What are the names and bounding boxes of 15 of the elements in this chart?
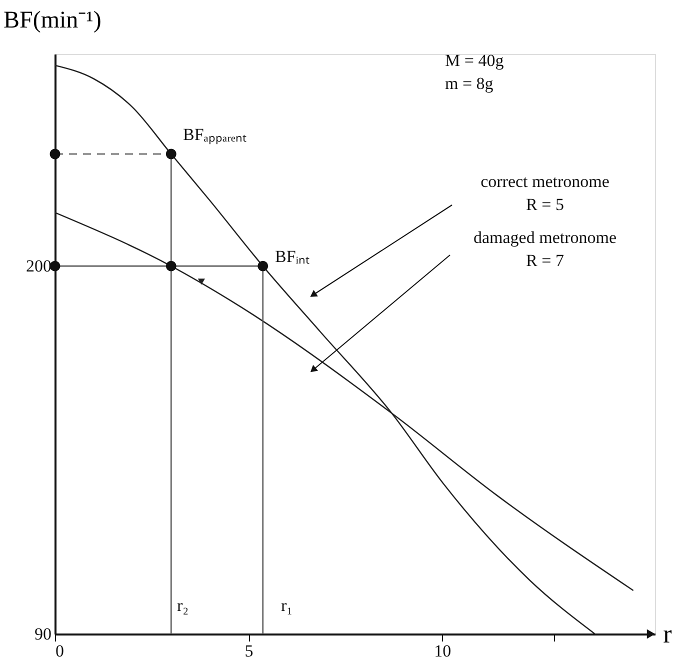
x-tick-label: 10 (434, 642, 452, 660)
annotation: correct metronome R = 5 (480, 172, 610, 214)
annotation: r₂ (177, 596, 189, 615)
annotation: BFᵢₙₜ (275, 247, 310, 266)
annotation: r₁ (281, 596, 293, 615)
x-axis-title: r (663, 620, 672, 648)
x-tick-label: 5 (244, 642, 254, 660)
x-tick-label: 0 (56, 642, 64, 660)
annotation: damaged metronome R = 7 (473, 228, 617, 270)
annotation: m = 8g (445, 74, 494, 93)
y-axis-title: BF(min⁻¹) (4, 8, 102, 34)
annotation: M = 40g (445, 51, 504, 70)
y-tick-label: 90 (34, 624, 52, 644)
annotation: BFₐₚₚₐᵣₑₙₜ (183, 125, 246, 145)
y-tick-label: 200 (26, 256, 52, 276)
